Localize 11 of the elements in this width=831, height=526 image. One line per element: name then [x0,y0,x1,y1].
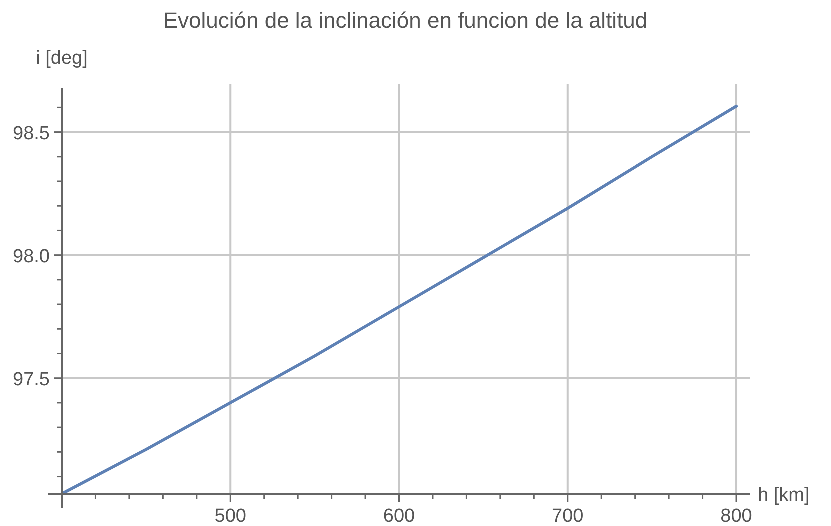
y-tick-label: 98.5 [13,123,50,144]
x-axis-title: h [km] [758,485,810,506]
y-axis-title: i [deg] [36,48,88,69]
y-tick-label: 98.0 [13,246,50,268]
line-series [60,104,738,496]
y-tick-label: 97.5 [13,369,50,390]
x-tick-label: 800 [720,506,752,526]
x-tick-label: 600 [383,506,416,526]
chart-title: Evolución de la inclinación en funcion de la altitud [163,8,648,33]
x-tick-label: 700 [552,506,584,526]
x-tick-label: 500 [214,506,246,526]
